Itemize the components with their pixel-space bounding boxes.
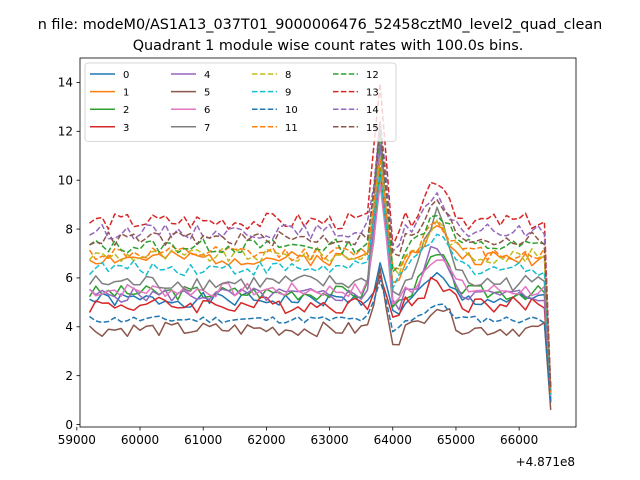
x-tick-label: 65000 [437,433,475,447]
plot-frame [79,57,577,428]
legend-label-0: 0 [123,70,129,81]
legend-label-15: 15 [366,123,379,134]
legend-label-2: 2 [123,105,129,116]
figure-suptitle: n file: modeM0/AS1A13_037T01_9000006476_… [38,17,603,33]
legend-label-12: 12 [366,70,379,81]
y-tick-label: 6 [65,271,73,285]
x-offset-label: +4.871e8 [516,455,575,469]
series-line-12 [89,133,552,391]
y-tick-label: 2 [65,369,73,383]
y-tick-label: 12 [58,125,73,139]
series-line-10 [89,279,552,403]
legend-label-7: 7 [204,123,210,134]
legend-box [84,62,397,142]
y-tick-label: 14 [58,76,73,90]
series-line-6 [88,183,552,398]
legend-label-14: 14 [366,105,379,116]
series-line-4 [89,143,552,401]
legend-label-4: 4 [204,70,210,81]
series-line-13 [89,82,552,388]
x-tick-label: 66000 [500,433,538,447]
legend-label-9: 9 [285,88,291,99]
x-tick-label: 59000 [58,433,96,447]
legend-label-11: 11 [285,123,298,134]
legend-label-13: 13 [366,88,379,99]
series-layer [88,82,552,410]
legend-label-8: 8 [285,70,291,81]
y-tick-label: 4 [65,320,73,334]
legend-label-3: 3 [123,123,129,134]
legend-label-5: 5 [204,88,210,99]
series-line-7 [88,120,552,396]
series-line-2 [88,167,552,396]
x-tick-label: 61000 [184,433,222,447]
chart-title: Quadrant 1 module wise count rates with … [133,38,524,54]
series-line-9 [88,170,552,396]
legend-label-10: 10 [285,105,298,116]
y-tick-label: 0 [65,418,73,432]
series-line-11 [88,159,552,393]
legend-label-1: 1 [123,88,129,99]
y-tick-label: 10 [58,173,73,187]
series-line-15 [89,121,552,391]
x-tick-label: 63000 [310,433,348,447]
axes-layer: 59000 60000 61000 62000 63000 64000 65000 66000… [58,76,539,447]
series-line-5 [88,267,552,410]
series-line-8 [88,157,552,391]
series-line-3 [88,275,552,403]
series-line-14 [89,119,552,391]
x-tick-label: 62000 [247,433,285,447]
x-tick-label: 60000 [121,433,159,447]
x-tick-label: 64000 [374,433,412,447]
y-tick-label: 8 [65,222,73,236]
legend-label-6: 6 [204,105,210,116]
